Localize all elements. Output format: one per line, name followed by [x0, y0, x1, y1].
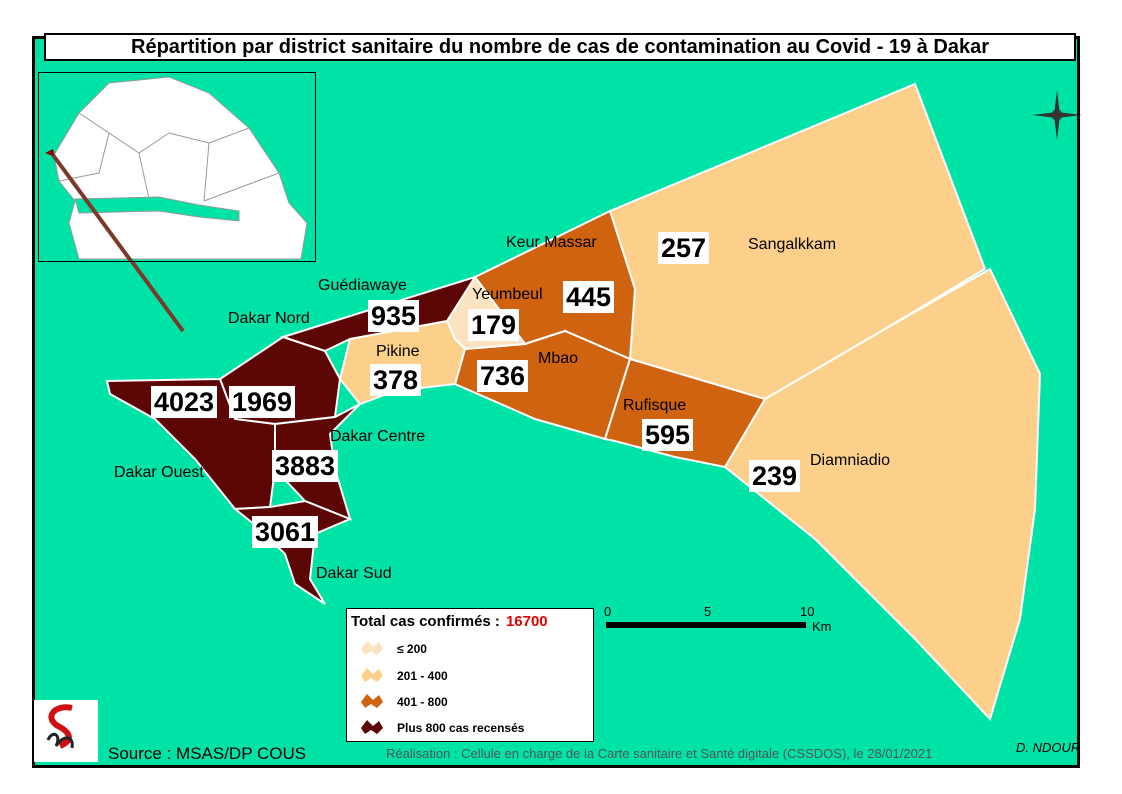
cases-mbao: 736 [477, 360, 529, 392]
scale-bar-line [606, 622, 806, 628]
inset-regions [58, 112, 280, 202]
legend-label-1: ≤ 200 [397, 642, 427, 656]
north-arrow-icon [1032, 90, 1082, 140]
cases-keur-massar: 445 [563, 281, 615, 313]
scale-tick-10: 10 [800, 604, 815, 619]
credit-text: Réalisation : Cellule en charge de la Ca… [386, 746, 933, 761]
scale-bar: 0 5 10 Km [604, 604, 832, 634]
label-pikine: Pikine [376, 343, 420, 360]
map-frame [32, 36, 1080, 768]
cases-dakar-nord: 1969 [229, 386, 296, 418]
label-rufisque: Rufisque [623, 397, 687, 414]
inset-dakar-marker [45, 149, 55, 157]
label-guediawaye: Guédiawaye [318, 277, 407, 294]
inset-gambia [74, 196, 240, 222]
label-sangalkam: Sangalkkam [748, 236, 837, 253]
source-text: Source : MSAS/DP COUS [108, 744, 307, 763]
label-dakar-sud: Dakar Sud [316, 565, 392, 582]
scale-tick-0: 0 [604, 604, 612, 619]
cases-dakar-ouest: 4023 [151, 386, 218, 418]
label-dakar-ouest: Dakar Ouest [114, 464, 204, 481]
cases-diamniadio: 239 [749, 460, 801, 492]
cases-rufisque: 595 [642, 419, 694, 451]
legend-title-text: Total cas confirmés : [351, 613, 500, 630]
district-map [53, 82, 1042, 721]
legend-label-4: Plus 800 cas recensés [397, 721, 525, 735]
label-yeumbeul: Yeumbeul [472, 286, 543, 303]
cases-dakar-centre: 3883 [272, 450, 339, 482]
inset-senegal-outline [53, 76, 308, 260]
scale-unit: Km [812, 619, 832, 634]
legend-label-2: 201 - 400 [397, 669, 448, 683]
map-title: Répartition par district sanitaire du no… [44, 33, 1076, 61]
cases-yeumbeul: 179 [468, 309, 520, 341]
legend-total: 16700 [505, 613, 548, 630]
ministry-logo [34, 700, 98, 762]
legend-title: Total cas confirmés : 16700 [351, 613, 548, 630]
legend-label-3: 401 - 800 [397, 695, 448, 709]
label-diamniadio: Diamniadio [810, 452, 891, 469]
cases-pikine: 378 [370, 364, 422, 396]
scale-tick-5: 5 [704, 604, 712, 619]
district-diamniadio[interactable] [723, 267, 1042, 721]
cases-dakar-sud: 3061 [252, 516, 319, 548]
cases-sangalkam: 257 [658, 232, 710, 264]
label-keur-massar: Keur Massar [506, 234, 597, 251]
author-text: D. NDOUR [1016, 740, 1081, 755]
label-dakar-nord: Dakar Nord [228, 310, 310, 327]
label-dakar-centre: Dakar Centre [330, 428, 426, 445]
legend: Total cas confirmés : 16700 ≤ 200 201 - 4… [346, 608, 594, 742]
senegal-inset-map [38, 72, 316, 262]
label-mbao: Mbao [538, 350, 579, 367]
cases-guediawaye: 935 [368, 300, 420, 332]
